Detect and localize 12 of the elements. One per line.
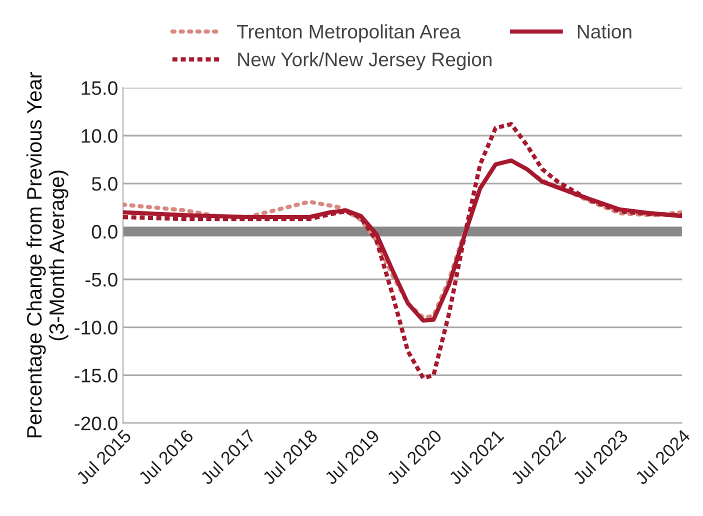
y-axis-title: Percentage Change from Previous Year (3-Month Average) xyxy=(26,72,68,438)
y-tick-label: -20.0 xyxy=(74,416,118,430)
y-tick-label: -5.0 xyxy=(86,272,118,287)
y-tick-label: 0.0 xyxy=(92,224,118,239)
y-tick-label: -15.0 xyxy=(74,368,118,382)
legend-label: Trenton Metropolitan Area xyxy=(237,24,461,42)
y-tick-label: 5.0 xyxy=(92,177,118,191)
y-tick-label: -10.0 xyxy=(74,320,118,335)
legend-label: Nation xyxy=(578,24,632,39)
legend-label: New York/New Jersey Region xyxy=(238,52,492,70)
y-tick-label: 10.0 xyxy=(82,129,118,143)
y-tick-label: 15.0 xyxy=(82,81,118,95)
